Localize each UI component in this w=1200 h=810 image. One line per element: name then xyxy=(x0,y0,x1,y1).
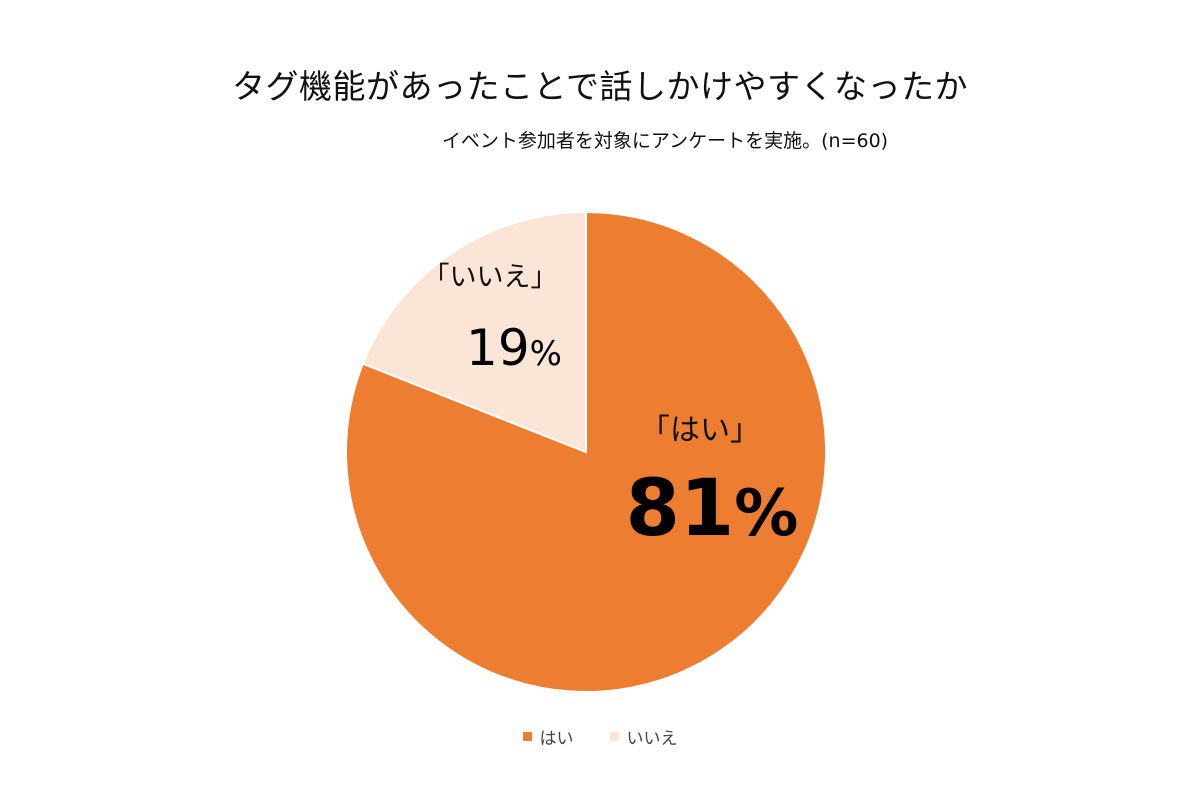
slice-label-no: 「いいえ」 xyxy=(423,262,558,293)
chart-subtitle: イベント参加者を対象にアンケートを実施。(n=60) xyxy=(441,130,889,152)
slice-label-yes: 「はい」 xyxy=(640,413,760,448)
legend-label-yes: はい xyxy=(539,729,574,749)
pie-slice-yes xyxy=(345,210,827,693)
legend: はい いいえ xyxy=(0,724,1200,749)
chart-title: タグ機能があったことで話しかけやすくなったか xyxy=(231,67,968,106)
legend-swatch-yes xyxy=(522,732,532,741)
legend-item-yes: はい xyxy=(522,724,574,749)
slice-value-no: 19% xyxy=(466,319,562,377)
legend-label-no: いいえ xyxy=(626,729,678,749)
pie-slice-no xyxy=(361,210,587,454)
legend-swatch-no xyxy=(609,732,619,741)
slice-value-yes: 81% xyxy=(626,464,799,554)
legend-item-no: いいえ xyxy=(609,724,678,749)
